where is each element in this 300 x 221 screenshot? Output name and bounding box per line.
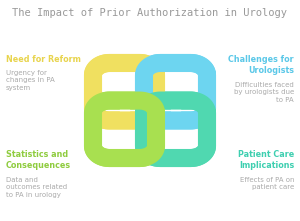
- Bar: [171, 108, 180, 113]
- Text: Patient Care
Implications: Patient Care Implications: [238, 150, 294, 170]
- Bar: [120, 108, 129, 113]
- Text: Challenges for
Urologists: Challenges for Urologists: [228, 55, 294, 75]
- Text: The Impact of Prior Authorization in Urology: The Impact of Prior Authorization in Uro…: [13, 8, 287, 18]
- Text: Data and
outcomes related
to PA in urology: Data and outcomes related to PA in urolo…: [6, 177, 67, 198]
- Text: Urgency for
changes in PA
system: Urgency for changes in PA system: [6, 70, 55, 91]
- Text: Statistics and
Consequences: Statistics and Consequences: [6, 150, 71, 170]
- Bar: [147, 89, 153, 95]
- Text: Effects of PA on
patient care: Effects of PA on patient care: [239, 177, 294, 190]
- Bar: [147, 126, 153, 132]
- Text: Need for Reform: Need for Reform: [6, 55, 81, 64]
- Text: Difficulties faced
by urologists due
to PA: Difficulties faced by urologists due to …: [234, 82, 294, 103]
